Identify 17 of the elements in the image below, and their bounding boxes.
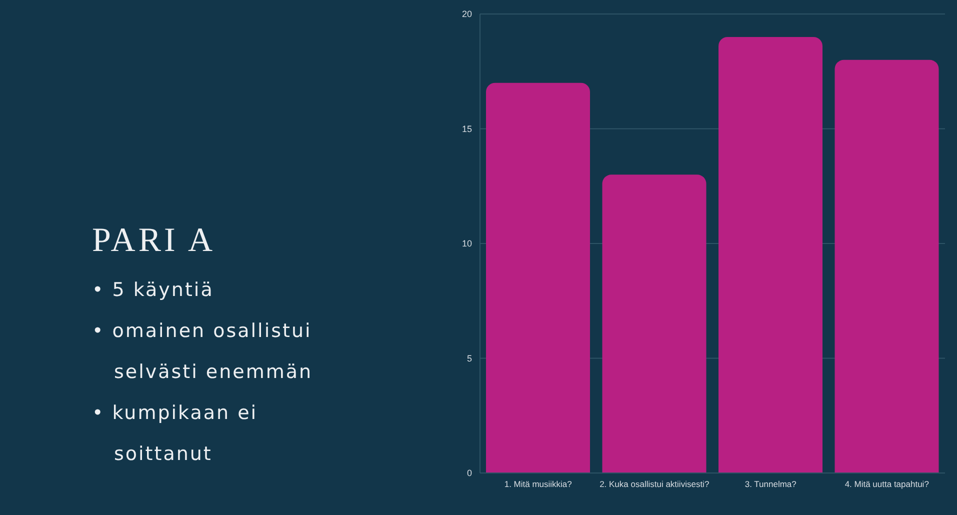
y-tick-label: 10: [462, 238, 472, 249]
bar: [602, 174, 706, 473]
bar: [834, 60, 939, 473]
x-tick-label: 3. Tunnelma?: [744, 479, 797, 490]
text: • kumpikaan ei soittanut: [92, 401, 259, 467]
y-tick-label: 20: [462, 9, 472, 20]
y-tick-label: 5: [466, 353, 472, 364]
y-tick-label: 15: [462, 124, 472, 134]
x-tick-label: 2. Kuka osallistui aktiivisesti?: [600, 479, 710, 490]
bar: [718, 36, 822, 473]
text: PARI A: [92, 222, 217, 260]
text: • omainen osallistui selvästi enemmän: [92, 319, 314, 385]
bar: [486, 82, 590, 473]
x-tick-label: 4. Mitä uutta tapahtui?: [844, 479, 930, 490]
y-tick-label: 0: [466, 468, 472, 478]
x-tick-label: 1. Mitä musiikkia?: [504, 479, 572, 490]
text: • 5 käyntiä: [92, 278, 215, 303]
